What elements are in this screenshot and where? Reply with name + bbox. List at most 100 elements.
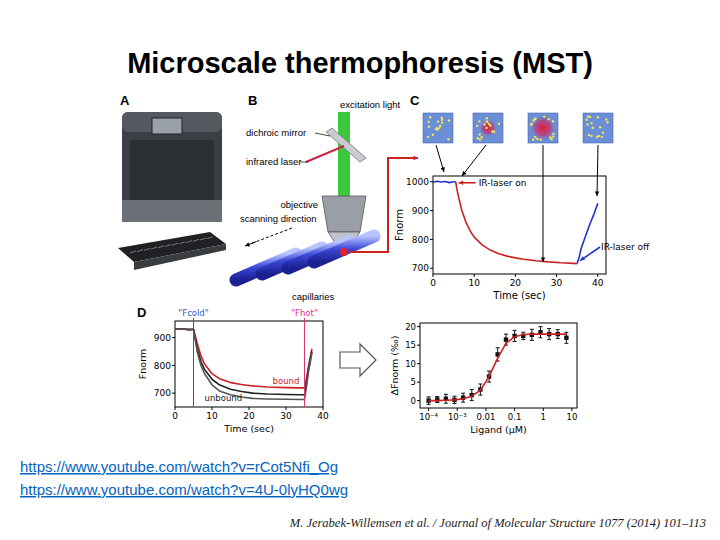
y-tick: [430, 181, 433, 182]
particle: [552, 133, 554, 135]
instrument-illustration: [118, 112, 226, 270]
particle: [432, 134, 434, 136]
data-point: [564, 336, 568, 340]
arrow-head: [541, 257, 545, 262]
particle: [483, 123, 485, 125]
particle-panel: [473, 113, 503, 143]
particle: [441, 119, 443, 121]
instrument-base: [122, 200, 222, 222]
particle: [534, 136, 536, 138]
x-axis-label: Ligand (µM): [470, 424, 527, 435]
particle: [478, 120, 480, 122]
annotation: "Fhot": [291, 308, 318, 318]
error-bar: [521, 332, 525, 339]
link[interactable]: https://www.youtube.com/watch?v=4U-0lyHQ…: [20, 481, 348, 498]
tray-slot: [186, 241, 192, 243]
particle: [606, 121, 608, 123]
particle: [599, 126, 601, 128]
x-tick-label: 10⁻⁴: [419, 412, 438, 422]
x-tick-label: 1: [541, 412, 546, 422]
particle: [531, 123, 533, 125]
arrow-head: [595, 191, 599, 196]
y-tick: [417, 363, 420, 364]
particle-panel: [423, 113, 453, 143]
instrument-screen: [152, 118, 182, 134]
particle: [605, 118, 607, 120]
heat-spot: [479, 119, 497, 137]
annotation-line: [304, 318, 305, 407]
particle: [476, 125, 478, 127]
tray-slot: [144, 248, 150, 250]
y-tick-label: 1000: [406, 177, 429, 187]
x-tick: [175, 407, 176, 410]
particle: [448, 119, 450, 121]
leader-line: [315, 133, 330, 136]
x-tick: [514, 408, 515, 411]
x-tick-label: 20: [243, 411, 255, 421]
x-tick-label: 10: [206, 411, 218, 421]
y-tick-label: 10: [405, 359, 416, 369]
particle: [478, 133, 480, 135]
arrow-head: [462, 171, 466, 176]
particle: [498, 123, 500, 125]
leader-line: [300, 162, 308, 163]
particle: [590, 122, 592, 124]
particle: [438, 126, 440, 128]
diagram-label: objective: [281, 199, 319, 210]
particle: [585, 119, 587, 121]
arrow-head: [580, 256, 585, 260]
title: Microscale thermophoresis (MST): [127, 47, 593, 79]
tray-slot: [130, 251, 136, 253]
series-label: bound: [273, 376, 300, 386]
chart: 0102030407008009001000Time (sec)FnormIR-…: [394, 176, 650, 301]
x-tick: [474, 274, 475, 277]
particle: [479, 138, 481, 140]
x-tick-label: 0: [172, 411, 178, 421]
y-tick: [430, 239, 433, 240]
excitation-beam: [338, 112, 350, 196]
panel-label: A: [120, 93, 130, 108]
particle: [543, 115, 545, 117]
y-tick: [430, 210, 433, 211]
y-tick: [417, 382, 420, 383]
arrow-head: [245, 242, 250, 246]
particle: [437, 120, 439, 122]
annotation: "Fcold": [178, 308, 208, 318]
tray-slot: [200, 238, 206, 240]
page: {"title":"Microscale thermophoresis (MST…: [0, 0, 720, 540]
marks: [426, 327, 568, 405]
capillary: [314, 236, 374, 262]
x-tick-label: 0: [430, 278, 436, 288]
particle: [588, 134, 590, 136]
particle: [548, 118, 550, 120]
x-tick-label: 10: [567, 412, 578, 422]
tray-slot: [137, 250, 143, 252]
x-tick: [556, 274, 557, 277]
y-tick: [172, 393, 175, 394]
error-bar: [435, 397, 439, 403]
annotation: IR-laser off: [601, 242, 650, 252]
x-tick-label: 10⁻³: [448, 412, 467, 422]
x-tick-label: 10: [468, 278, 480, 288]
particle: [532, 139, 534, 141]
particle: [485, 120, 487, 122]
x-axis-label: Time (sec): [223, 423, 274, 434]
series-label: unbound: [205, 393, 243, 403]
panel-label: B: [248, 93, 257, 108]
canvas-wrap: Microscale thermophoresis (MST)ABCDexcit…: [0, 0, 720, 540]
x-tick-label: 0.1: [508, 412, 522, 422]
y-tick: [172, 337, 175, 338]
x-tick-label: 40: [592, 278, 604, 288]
particle: [601, 136, 603, 138]
link[interactable]: https://www.youtube.com/watch?v=rCot5Nfi…: [20, 458, 338, 475]
y-tick-label: 20: [405, 322, 416, 332]
y-tick: [417, 345, 420, 346]
particle: [592, 127, 594, 129]
y-tick-label: 800: [154, 361, 171, 371]
y-tick: [417, 326, 420, 327]
scan-arrow: [250, 228, 292, 244]
y-tick: [172, 365, 175, 366]
x-tick-label: 40: [317, 411, 329, 421]
particle: [532, 119, 534, 121]
x-tick: [286, 407, 287, 410]
